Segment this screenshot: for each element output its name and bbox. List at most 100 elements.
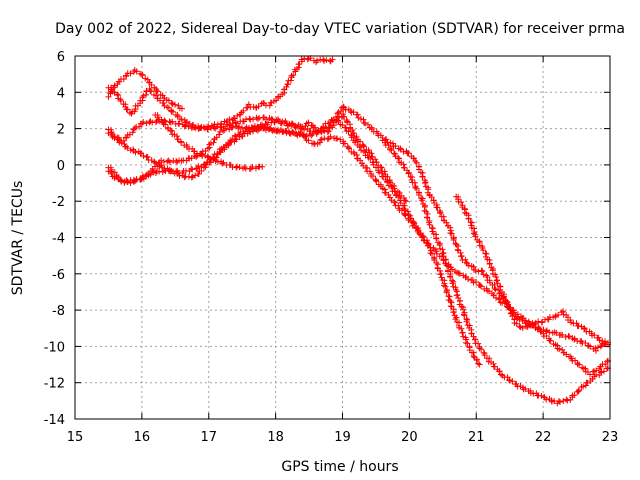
data-point	[189, 166, 196, 173]
data-point	[457, 249, 464, 256]
data-point	[223, 119, 230, 126]
series-track-2	[105, 67, 185, 112]
data-point	[349, 127, 356, 134]
data-point	[133, 68, 140, 75]
data-point	[437, 271, 444, 278]
data-point	[401, 164, 408, 171]
series-track-8	[379, 137, 611, 407]
data-point	[524, 323, 531, 330]
data-point	[519, 324, 526, 331]
series-track-1	[105, 84, 410, 205]
y-tick-label: -6	[52, 268, 65, 283]
data-point	[168, 100, 175, 107]
data-point	[582, 382, 589, 389]
data-point	[559, 331, 566, 338]
data-point	[124, 106, 131, 113]
x-tick-label: 17	[200, 430, 217, 445]
data-point	[130, 176, 137, 183]
data-point	[271, 119, 278, 126]
data-point	[566, 333, 573, 340]
data-point	[216, 128, 223, 135]
data-point	[478, 283, 485, 290]
data-point	[167, 119, 174, 126]
data-point	[249, 164, 256, 171]
data-point	[404, 208, 411, 215]
series-track-6	[152, 111, 266, 172]
data-point	[129, 129, 136, 136]
series-track-9	[453, 193, 611, 348]
data-point	[366, 168, 373, 175]
x-tick-label: 19	[334, 430, 351, 445]
data-point	[440, 253, 447, 260]
data-point	[360, 142, 367, 149]
data-point	[154, 163, 161, 170]
data-point	[285, 122, 292, 129]
data-point	[130, 126, 137, 133]
data-point	[114, 91, 121, 98]
data-point	[496, 368, 503, 375]
data-point	[492, 286, 499, 293]
data-point	[304, 56, 311, 63]
data-point	[283, 83, 290, 90]
data-point	[351, 139, 358, 146]
data-point	[405, 170, 412, 177]
data-point	[576, 387, 583, 394]
data-point	[531, 321, 538, 328]
data-point	[442, 283, 449, 290]
data-point	[188, 174, 195, 181]
data-point	[165, 97, 172, 104]
data-point	[465, 215, 472, 222]
data-point	[380, 173, 387, 180]
data-point	[410, 155, 417, 162]
x-tick-label: 18	[267, 430, 284, 445]
data-point	[360, 116, 367, 123]
data-point	[491, 363, 498, 370]
data-point	[455, 196, 462, 203]
data-point	[144, 154, 151, 161]
data-point	[385, 191, 392, 198]
data-point	[218, 120, 225, 127]
data-point	[312, 128, 319, 135]
data-point	[437, 210, 444, 217]
data-point	[509, 378, 516, 385]
y-tick-label: -12	[44, 377, 65, 392]
y-tick-label: -4	[52, 232, 65, 247]
data-point	[580, 383, 587, 390]
data-point	[486, 261, 493, 268]
data-point	[144, 171, 151, 178]
data-point	[317, 136, 324, 143]
data-point	[229, 123, 236, 130]
data-point	[443, 289, 450, 296]
data-point	[413, 225, 420, 232]
data-point	[478, 267, 485, 274]
y-tick-label: -8	[52, 304, 65, 319]
data-point	[204, 126, 211, 133]
data-point	[206, 155, 213, 162]
data-point	[450, 309, 457, 316]
data-point	[422, 180, 429, 187]
data-point	[234, 112, 241, 119]
data-point	[575, 322, 582, 329]
data-point	[226, 116, 233, 123]
data-point	[449, 277, 456, 284]
data-point	[475, 340, 482, 347]
data-point	[147, 87, 154, 94]
data-point	[182, 122, 189, 129]
data-point	[480, 271, 487, 278]
data-point	[384, 179, 391, 186]
data-point	[493, 294, 500, 301]
data-point	[214, 159, 221, 166]
data-point	[328, 122, 335, 129]
data-point	[340, 103, 347, 110]
data-point	[548, 397, 555, 404]
data-point	[395, 154, 402, 161]
data-point	[314, 129, 321, 136]
data-point	[107, 89, 114, 96]
data-point	[392, 143, 399, 150]
data-point	[405, 217, 412, 224]
data-point	[443, 219, 450, 226]
data-point	[140, 118, 147, 125]
data-point	[388, 147, 395, 154]
data-point	[314, 57, 321, 64]
data-point	[222, 125, 229, 132]
